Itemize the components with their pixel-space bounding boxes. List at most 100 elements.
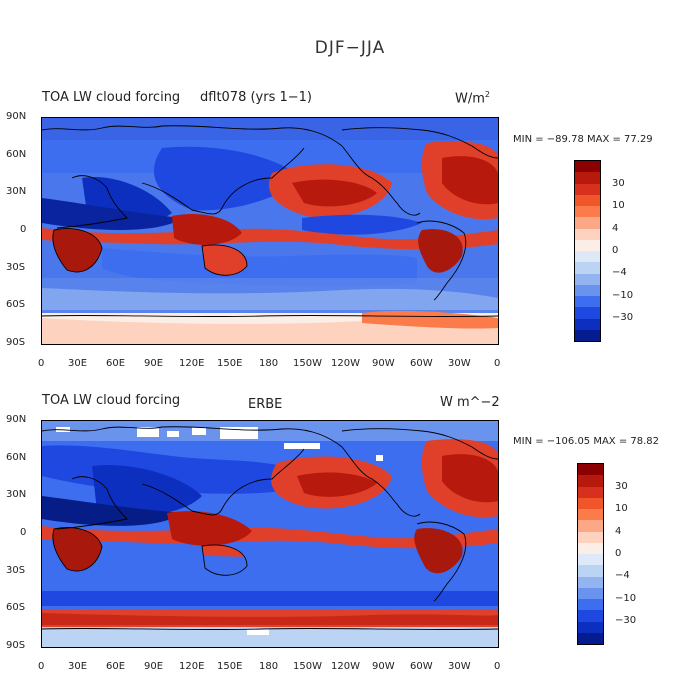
colorbar (577, 463, 604, 645)
colorbar-label: 4 (612, 223, 619, 234)
lon-tick: 90E (144, 661, 164, 672)
colorbar-swatch (575, 318, 600, 330)
colorbar-label: 4 (615, 526, 622, 537)
page-title: DJF−JJA (314, 38, 386, 58)
panel-left-label: TOA LW cloud forcing (42, 90, 181, 105)
lon-tick: 120E (179, 661, 205, 672)
colorbar-swatch (575, 251, 600, 263)
colorbar-swatch (575, 183, 600, 195)
colorbar-swatch (575, 161, 600, 173)
lon-tick: 120W (331, 661, 360, 672)
map-observed-field (42, 421, 498, 647)
colorbar-swatch (578, 621, 603, 633)
lon-tick: 120W (331, 358, 360, 369)
colorbar-swatch (575, 194, 600, 206)
lat-tick: 30N (6, 489, 27, 500)
colorbar-swatch (575, 206, 600, 218)
lon-tick: 30W (448, 661, 471, 672)
lon-tick: 150E (217, 358, 243, 369)
lat-tick: 90S (6, 337, 26, 348)
colorbar-label: −4 (615, 570, 630, 581)
lon-tick: 150E (217, 661, 243, 672)
colorbar (574, 160, 601, 342)
colorbar-label: 0 (612, 245, 619, 256)
lon-tick: 180 (259, 661, 279, 672)
lon-tick: 90E (144, 358, 164, 369)
lat-tick: 90S (6, 640, 26, 651)
map-model (41, 117, 499, 345)
lat-tick: 90N (6, 414, 27, 425)
panel-center-label: ERBE (248, 397, 283, 412)
colorbar-swatch (578, 464, 603, 476)
colorbar-swatch (575, 239, 600, 251)
lon-tick: 0 (494, 661, 501, 672)
colorbar-label: 10 (612, 200, 625, 211)
colorbar-label: 30 (615, 481, 628, 492)
lon-tick: 150W (293, 661, 322, 672)
lon-tick: 120E (179, 358, 205, 369)
lon-tick: 150W (293, 358, 322, 369)
lat-tick: 30N (6, 186, 27, 197)
lon-tick: 90W (372, 358, 395, 369)
colorbar-swatch (575, 172, 600, 184)
colorbar-swatch (578, 632, 603, 644)
colorbar-swatch (575, 262, 600, 274)
colorbar-label: 30 (612, 178, 625, 189)
colorbar-label: −10 (615, 593, 637, 604)
panel-units: W/m2 (455, 90, 490, 107)
colorbar-label: 10 (615, 503, 628, 514)
lat-tick: 30S (6, 565, 26, 576)
lat-tick: 30S (6, 262, 26, 273)
min-max-readout: MIN = −89.78 MAX = 77.29 (513, 134, 653, 145)
lon-tick: 0 (494, 358, 501, 369)
colorbar-swatch (578, 599, 603, 611)
lon-tick: 90W (372, 661, 395, 672)
colorbar-swatch (575, 296, 600, 308)
colorbar-swatch (578, 509, 603, 521)
lat-tick: 60N (6, 452, 27, 463)
lat-tick: 0 (20, 224, 27, 235)
colorbar-swatch (578, 565, 603, 577)
lon-tick: 180 (259, 358, 279, 369)
colorbar-swatch (578, 554, 603, 566)
lon-tick: 60W (410, 661, 433, 672)
colorbar-swatch (578, 475, 603, 487)
colorbar-swatch (575, 228, 600, 240)
lon-tick: 30E (68, 358, 88, 369)
colorbar-swatch (578, 531, 603, 543)
colorbar-swatch (578, 542, 603, 554)
colorbar-label: −30 (612, 312, 634, 323)
colorbar-swatch (578, 610, 603, 622)
panel-center-label: dflt078 (yrs 1−1) (200, 90, 313, 105)
colorbar-label: 0 (615, 548, 622, 559)
colorbar-label: −30 (615, 615, 637, 626)
colorbar-swatch (578, 587, 603, 599)
panel-left-label: TOA LW cloud forcing (42, 393, 181, 408)
colorbar-label: −4 (612, 267, 627, 278)
colorbar-swatch (575, 307, 600, 319)
min-max-readout: MIN = −106.05 MAX = 78.82 (513, 436, 660, 447)
lon-tick: 0 (38, 358, 45, 369)
colorbar-swatch (575, 217, 600, 229)
lon-tick: 0 (38, 661, 45, 672)
panel-units: W m^−2 (440, 395, 500, 410)
lat-tick: 90N (6, 111, 27, 122)
colorbar-swatch (578, 486, 603, 498)
lon-tick: 30E (68, 661, 88, 672)
lon-tick: 30W (448, 358, 471, 369)
lat-tick: 60N (6, 149, 27, 160)
colorbar-swatch (575, 273, 600, 285)
lat-tick: 60S (6, 602, 26, 613)
colorbar-swatch (575, 329, 600, 341)
lat-tick: 0 (20, 527, 27, 538)
colorbar-swatch (575, 284, 600, 296)
lon-tick: 60E (106, 358, 126, 369)
lon-tick: 60W (410, 358, 433, 369)
colorbar-swatch (578, 520, 603, 532)
colorbar-swatch (578, 497, 603, 509)
map-observed (41, 420, 499, 648)
lat-tick: 60S (6, 299, 26, 310)
map-model-field (42, 118, 498, 344)
colorbar-swatch (578, 576, 603, 588)
colorbar-label: −10 (612, 290, 634, 301)
